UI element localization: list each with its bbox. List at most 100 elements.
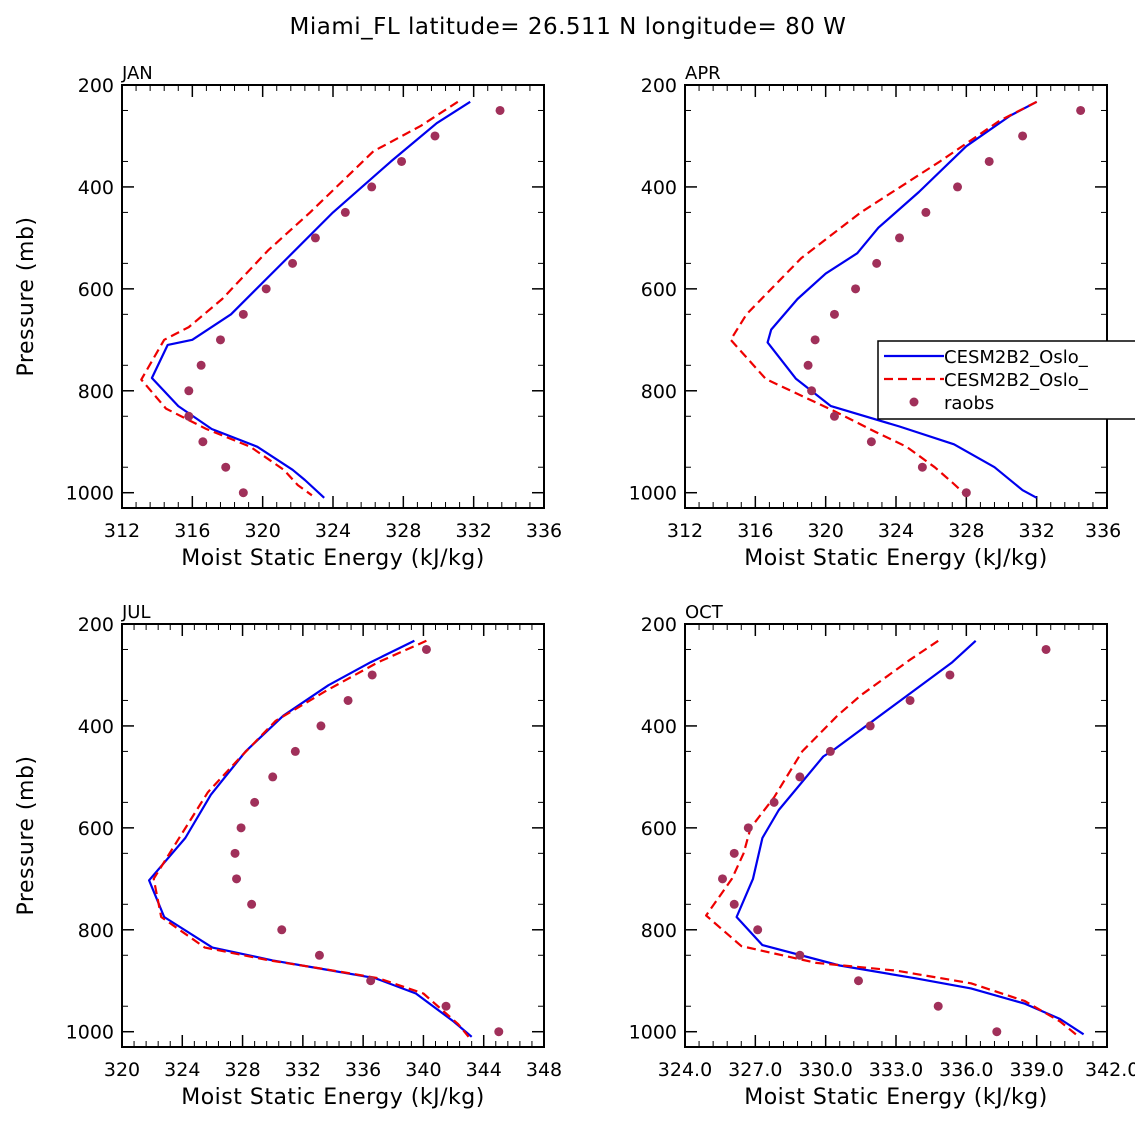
x-axis-label: Moist Static Energy (kJ/kg) <box>744 546 1048 571</box>
x-tick-label: 328 <box>385 520 421 542</box>
x-tick-label: 336 <box>345 1059 381 1081</box>
y-tick-label: 1000 <box>629 483 677 505</box>
x-tick-label: 342.0 <box>1085 1059 1135 1081</box>
legend: CESM2B2_Oslo_CESM2B2_Oslo_raobs <box>877 340 1135 420</box>
raobs-point <box>238 488 248 498</box>
x-tick-label: 312 <box>667 520 703 542</box>
y-tick-label: 800 <box>78 920 114 942</box>
x-tick-label: 344 <box>466 1059 502 1081</box>
raobs-point <box>215 335 225 345</box>
raobs-point <box>196 360 206 370</box>
x-tick-label: 320 <box>245 520 281 542</box>
raobs-point <box>961 488 971 498</box>
raobs-point <box>441 1001 451 1011</box>
x-tick-label: 324.0 <box>658 1059 712 1081</box>
raobs-point <box>421 644 431 654</box>
raobs-point <box>397 156 407 166</box>
raobs-point <box>984 156 994 166</box>
raobs-point <box>853 976 863 986</box>
raobs-point <box>829 411 839 421</box>
raobs-point <box>953 182 963 192</box>
raobs-point <box>277 925 287 935</box>
raobs-point <box>314 950 324 960</box>
y-tick-label: 200 <box>78 75 114 97</box>
series-group <box>148 639 504 1038</box>
panel-label: JAN <box>121 63 153 84</box>
x-tick-label: 328 <box>948 520 984 542</box>
x-tick-label: 340 <box>405 1059 441 1081</box>
y-tick-label: 400 <box>641 716 677 738</box>
y-tick-label: 800 <box>641 920 677 942</box>
raobs-point <box>769 797 779 807</box>
raobs-point <box>236 823 246 833</box>
x-tick-label: 324 <box>315 520 351 542</box>
raobs-point <box>198 437 208 447</box>
raobs-point <box>945 670 955 680</box>
x-axis-label: Moist Static Energy (kJ/kg) <box>181 1085 485 1110</box>
plot-frame <box>121 623 545 1048</box>
panel-oct: OCT 324.0 327.0 330.0 333.0 336.0 339.0 342.0 20… <box>629 602 1135 1110</box>
raobs-point <box>795 772 805 782</box>
series-group <box>729 100 1086 499</box>
raobs-point <box>992 1027 1002 1037</box>
raobs-point <box>829 309 839 319</box>
raobs-point <box>866 437 876 447</box>
raobs-point <box>729 848 739 858</box>
raobs-point <box>743 823 753 833</box>
y-tick-label: 1000 <box>66 483 114 505</box>
raobs-point <box>933 1001 943 1011</box>
raobs-point <box>288 258 298 268</box>
raobs-point <box>340 207 350 217</box>
x-tick-label: 327.0 <box>728 1059 782 1081</box>
raobs-point <box>921 207 931 217</box>
raobs-point <box>905 695 915 705</box>
x-axis-label: Moist Static Energy (kJ/kg) <box>744 1085 1048 1110</box>
y-tick-label: 1000 <box>629 1022 677 1044</box>
raobs-point <box>230 848 240 858</box>
x-tick-label: 336 <box>526 520 562 542</box>
y-tick-label: 200 <box>641 614 677 636</box>
raobs-point <box>917 462 927 472</box>
raobs-point <box>261 284 271 294</box>
model-2-line <box>152 639 470 1038</box>
legend-marker-raobs <box>909 397 919 407</box>
raobs-point <box>250 797 260 807</box>
raobs-point <box>366 976 376 986</box>
y-tick-label: 400 <box>641 177 677 199</box>
raobs-point <box>221 462 231 472</box>
x-tick-label: 316 <box>174 520 210 542</box>
x-tick-label: 336.0 <box>939 1059 993 1081</box>
raobs-point <box>310 233 320 243</box>
x-tick-label: 312 <box>104 520 140 542</box>
x-tick-label: 324 <box>164 1059 200 1081</box>
y-tick-label: 200 <box>641 75 677 97</box>
x-tick-label: 316 <box>737 520 773 542</box>
raobs-point <box>1041 644 1051 654</box>
plot-frame <box>121 84 545 509</box>
raobs-point <box>807 386 817 396</box>
y-tick-label: 1000 <box>66 1022 114 1044</box>
panel-label: JUL <box>121 602 151 623</box>
model-1-line <box>766 100 1038 499</box>
series-group <box>140 100 505 499</box>
raobs-point <box>895 233 905 243</box>
y-tick-label: 600 <box>78 279 114 301</box>
x-axis-label: Moist Static Energy (kJ/kg) <box>181 546 485 571</box>
legend-label: CESM2B2_Oslo_ <box>944 370 1089 391</box>
y-tick-label: 400 <box>78 177 114 199</box>
legend-label: raobs <box>944 393 994 414</box>
series-group <box>704 639 1085 1038</box>
model-2-line <box>729 100 1038 497</box>
raobs-point <box>367 670 377 680</box>
panel-label: APR <box>685 63 721 84</box>
raobs-point <box>718 874 728 884</box>
x-tick-label: 336 <box>1085 520 1121 542</box>
panel-apr: APR 312 316 320 324 328 332 336 200 400 600 800 1000… <box>629 63 1122 571</box>
raobs-point <box>367 182 377 192</box>
raobs-point <box>184 386 194 396</box>
x-tick-label: 333.0 <box>869 1059 923 1081</box>
plot-frame <box>684 623 1108 1048</box>
raobs-point <box>238 309 248 319</box>
legend-label: CESM2B2_Oslo_ <box>944 347 1089 368</box>
